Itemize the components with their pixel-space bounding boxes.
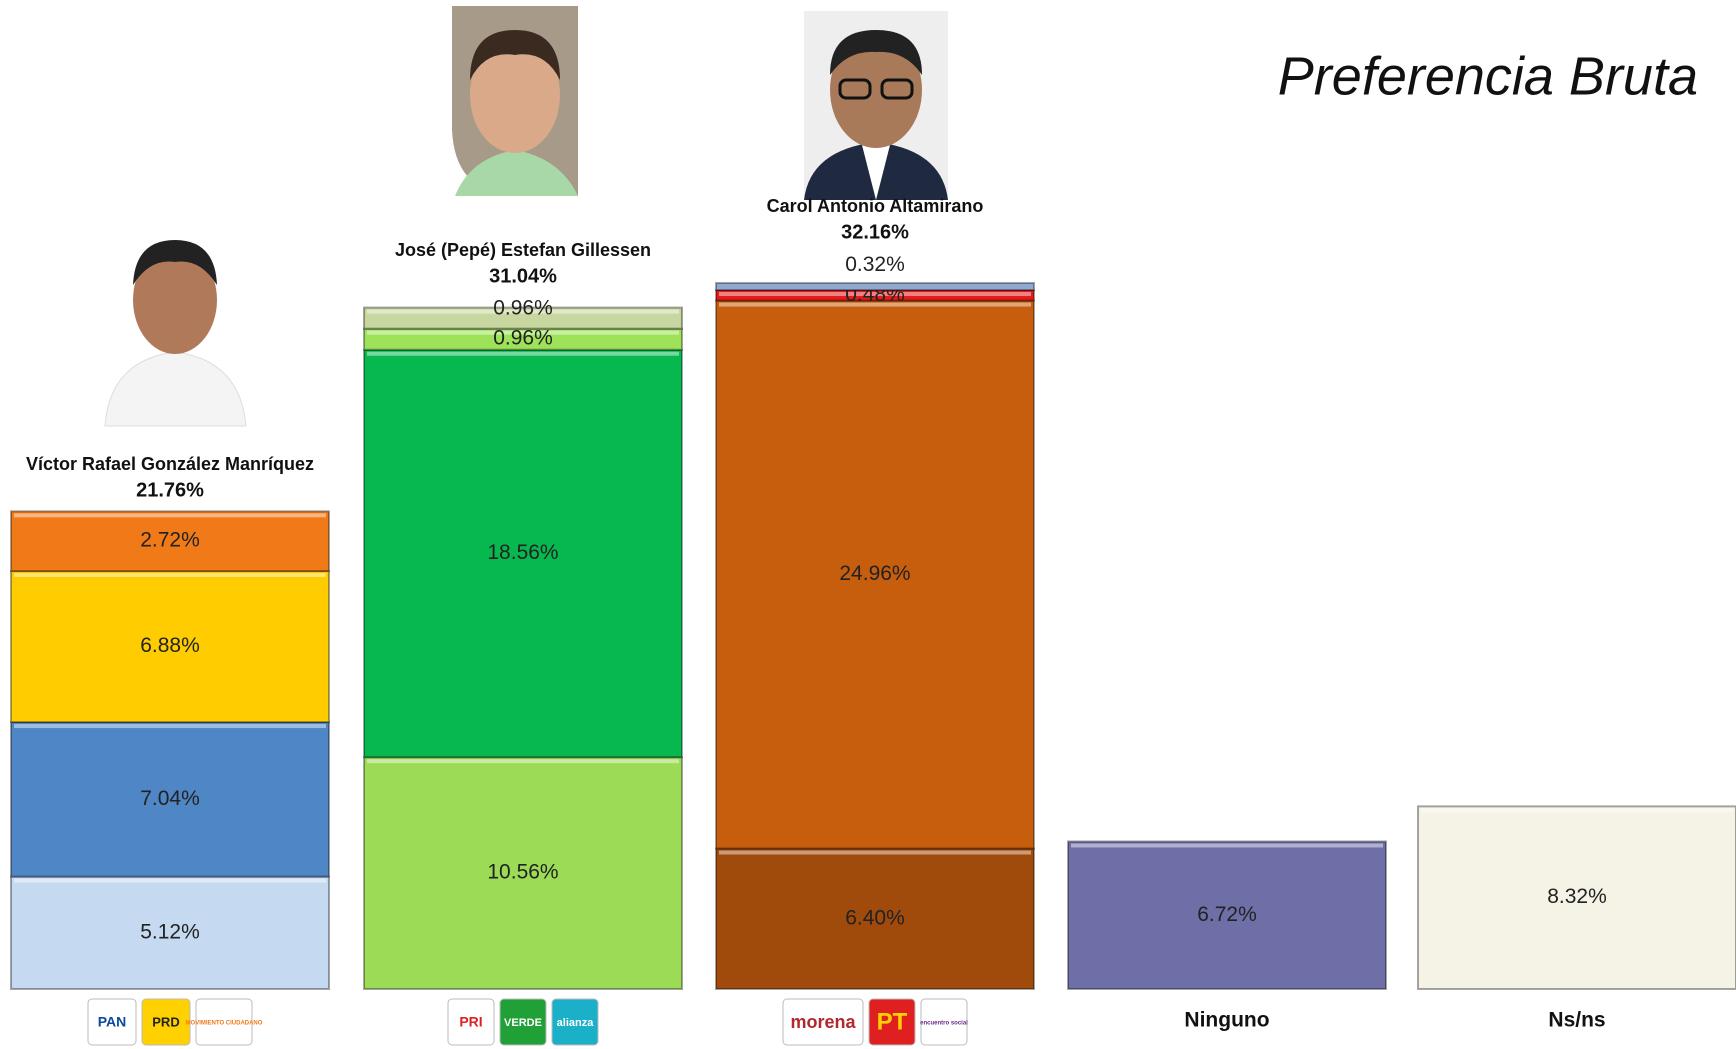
photo xyxy=(105,238,246,426)
value-label: 24.96% xyxy=(839,562,910,585)
bar-highlight xyxy=(14,573,326,577)
candidate-total: 31.04% xyxy=(489,265,557,287)
candidate-name: Carol Antonio Altamirano xyxy=(767,196,984,216)
bar-highlight xyxy=(1071,843,1383,847)
party-logo-text: morena xyxy=(790,1012,856,1032)
value-label: 8.32% xyxy=(1547,885,1607,908)
category-label: Ninguno xyxy=(1184,1009,1269,1032)
party-logo-text: encuentro social xyxy=(920,1021,968,1027)
party-logo-text: MOVIMIENTO CIUDADANO xyxy=(186,1021,263,1027)
photo xyxy=(452,6,578,196)
candidate-name: José (Pepé) Estefan Gillessen xyxy=(395,240,651,260)
bar-highlight xyxy=(14,513,326,517)
value-label: 0.32% xyxy=(845,253,905,276)
value-label: 5.12% xyxy=(140,920,200,943)
party-logo-text: VERDE xyxy=(504,1017,542,1029)
chart: Preferencia Bruta 5.12% 7.04% 6.88% 2.72% 10… xyxy=(0,0,1736,1049)
value-label: 6.72% xyxy=(1197,903,1257,926)
bar-highlight xyxy=(367,352,679,356)
value-label: 2.72% xyxy=(140,529,200,552)
party-logo-text: PRI xyxy=(459,1014,482,1030)
candidate-name: Víctor Rafael González Manríquez xyxy=(26,454,314,474)
party-logo-text: PRD xyxy=(152,1014,179,1029)
photo xyxy=(804,11,948,200)
value-label: 0.96% xyxy=(493,327,553,350)
party-logo-text: PAN xyxy=(98,1014,127,1030)
candidate-total: 32.16% xyxy=(841,222,909,244)
bar-highlight xyxy=(367,759,679,763)
party-logo-text: alianza xyxy=(557,1017,595,1029)
value-label: 6.88% xyxy=(140,634,200,657)
chart-title: Preferencia Bruta xyxy=(1278,46,1698,106)
value-label: 0.96% xyxy=(493,297,553,320)
bar-highlight xyxy=(14,879,326,883)
party-logo-text: PT xyxy=(877,1008,908,1035)
value-label: 10.56% xyxy=(487,861,558,884)
category-label: Ns/ns xyxy=(1548,1009,1605,1032)
candidate-total: 21.76% xyxy=(136,480,204,502)
bar-highlight xyxy=(1421,808,1733,812)
value-label: 6.40% xyxy=(845,906,905,929)
value-label: 7.04% xyxy=(140,787,200,810)
bar-highlight xyxy=(719,851,1031,855)
bar-segment xyxy=(716,283,1034,290)
value-label: 18.56% xyxy=(487,541,558,564)
bar-highlight xyxy=(14,724,326,728)
